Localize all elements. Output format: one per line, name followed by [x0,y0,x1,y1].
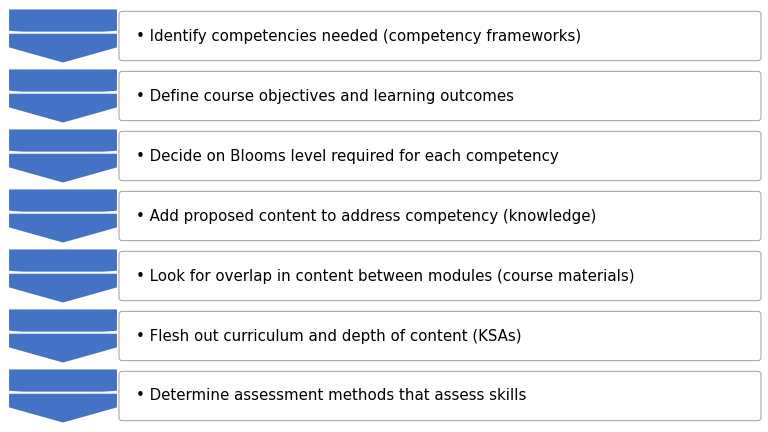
FancyBboxPatch shape [119,251,761,301]
Polygon shape [8,8,118,37]
Polygon shape [8,393,118,424]
Text: • Identify competencies needed (competency frameworks): • Identify competencies needed (competen… [136,29,581,44]
FancyBboxPatch shape [119,11,761,60]
Polygon shape [8,368,118,397]
FancyBboxPatch shape [119,71,761,121]
Polygon shape [8,33,118,64]
Text: • Flesh out curriculum and depth of content (KSAs): • Flesh out curriculum and depth of cont… [136,328,521,343]
FancyBboxPatch shape [119,131,761,181]
Polygon shape [8,213,118,244]
Polygon shape [8,333,118,364]
FancyBboxPatch shape [119,191,761,241]
Polygon shape [8,128,118,157]
Text: • Decide on Blooms level required for each competency: • Decide on Blooms level required for ea… [136,149,559,163]
Text: • Add proposed content to address competency (knowledge): • Add proposed content to address compet… [136,209,597,223]
Polygon shape [8,93,118,124]
Text: • Define course objectives and learning outcomes: • Define course objectives and learning … [136,89,514,104]
Text: • Look for overlap in content between modules (course materials): • Look for overlap in content between mo… [136,269,634,283]
Text: • Determine assessment methods that assess skills: • Determine assessment methods that asse… [136,388,526,403]
Polygon shape [8,68,118,97]
Polygon shape [8,273,118,304]
Polygon shape [8,188,118,217]
Polygon shape [8,152,118,184]
Polygon shape [8,248,118,277]
Polygon shape [8,308,118,337]
FancyBboxPatch shape [119,311,761,361]
FancyBboxPatch shape [119,372,761,421]
